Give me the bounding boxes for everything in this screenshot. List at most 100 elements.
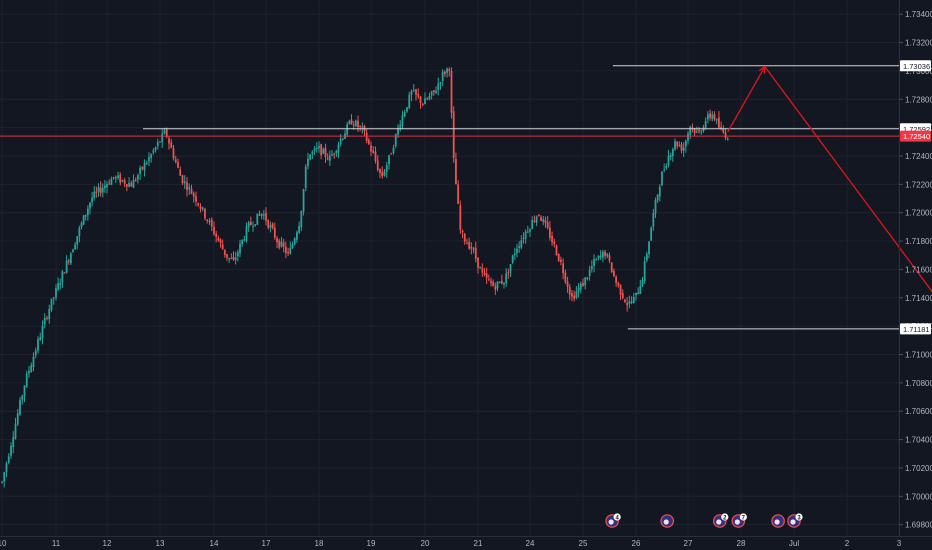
- candle-down: [333, 153, 336, 155]
- candle-down: [379, 169, 381, 174]
- candle-up: [262, 214, 265, 216]
- candle-down: [560, 259, 562, 263]
- candle-down: [217, 238, 220, 241]
- candle-up: [529, 229, 531, 232]
- candle-down: [481, 268, 484, 273]
- time-tick-label: 13: [156, 539, 165, 548]
- candle-down: [713, 114, 716, 120]
- candle-up: [293, 238, 296, 245]
- candle-up: [579, 283, 582, 290]
- candle-up: [148, 157, 150, 162]
- time-axis[interactable]: 10 11 12 13 14 17 18 19 20 21 24 25 26 27 28 Jul 2 3: [0, 536, 932, 549]
- candle-down: [130, 183, 133, 187]
- candle-down: [470, 246, 473, 249]
- candle-up: [19, 399, 21, 415]
- candle-up: [234, 257, 237, 261]
- candle-up: [252, 226, 254, 228]
- candle-down: [691, 127, 694, 129]
- candle-up: [401, 115, 404, 126]
- current-price-tag: [900, 130, 931, 142]
- candle-down: [490, 280, 492, 284]
- candle-down: [119, 174, 122, 183]
- time-tick-label: 25: [579, 539, 588, 548]
- candle-up: [584, 277, 587, 286]
- projection-arrow: [727, 65, 932, 293]
- candle-up: [34, 350, 37, 356]
- candle-down: [540, 217, 542, 221]
- candle-up: [689, 126, 692, 135]
- candle-up: [503, 282, 505, 285]
- candle-up: [704, 121, 707, 128]
- event-count-label: 2: [723, 515, 727, 521]
- candle-down: [63, 272, 66, 274]
- candle-up: [706, 114, 709, 120]
- candle-up: [348, 121, 351, 124]
- candle-up: [16, 413, 19, 425]
- event-count-label: 4: [615, 515, 619, 521]
- candle-up: [595, 259, 598, 261]
- candle-up: [524, 231, 527, 239]
- candle-down: [267, 220, 270, 228]
- candle-down: [557, 253, 560, 261]
- candle-up: [597, 255, 600, 259]
- candle-down: [367, 139, 370, 145]
- candle-up: [446, 68, 448, 73]
- candle-up: [637, 292, 640, 294]
- price-axis[interactable]: 1.734001.732001.730001.728001.726001.724…: [899, 0, 932, 536]
- candle-up: [441, 71, 444, 81]
- candle-down: [99, 187, 102, 193]
- candle-down: [359, 125, 362, 127]
- candle-down: [426, 98, 429, 100]
- candle-up: [632, 296, 635, 303]
- candle-down: [46, 317, 48, 319]
- candle-down: [551, 236, 553, 243]
- price-tick-label: 1.71600: [905, 265, 932, 274]
- candle-down: [624, 299, 626, 302]
- level-price-label: 1.71181: [903, 325, 930, 334]
- event-flag-icon: [608, 519, 614, 525]
- price-tick-label: 1.70200: [905, 464, 932, 473]
- candle-up: [322, 148, 325, 154]
- event-count-badge: [721, 513, 729, 521]
- price-tick-label: 1.71800: [905, 237, 932, 246]
- candle-down: [258, 214, 261, 216]
- candle-up: [522, 238, 525, 240]
- projection-segment: [764, 66, 932, 293]
- candle-down: [177, 161, 179, 168]
- candle-up: [339, 138, 342, 145]
- candle-down: [548, 227, 551, 238]
- candle-down: [223, 249, 226, 255]
- candle-up: [656, 194, 659, 201]
- candle-down: [487, 279, 490, 281]
- candle-up: [307, 158, 309, 167]
- candle-up: [606, 254, 609, 257]
- candle-up: [300, 211, 303, 228]
- candle-down: [67, 260, 70, 262]
- candle-up: [313, 148, 316, 151]
- candle-up: [309, 154, 312, 160]
- level-price-label: 1.73036: [903, 62, 930, 71]
- candle-up: [41, 325, 44, 339]
- candle-down: [555, 245, 558, 256]
- candle-down: [553, 241, 556, 245]
- candle-up: [430, 91, 433, 96]
- candle-up: [236, 252, 239, 257]
- candle-down: [197, 203, 200, 205]
- candle-up: [91, 197, 94, 203]
- candle-up: [341, 138, 344, 140]
- candle-up: [435, 90, 437, 94]
- candle-up: [256, 213, 259, 225]
- candle-up: [25, 373, 28, 387]
- event-count-badge: [613, 513, 621, 521]
- current-price-label: 1.72540: [903, 132, 930, 141]
- candle-up: [535, 216, 538, 223]
- candle-down: [492, 281, 495, 286]
- candle-up: [661, 171, 663, 186]
- candle-up: [30, 365, 33, 373]
- candle-down: [213, 226, 215, 235]
- candle-up: [505, 273, 508, 284]
- candle-up: [57, 283, 60, 290]
- candle-up: [428, 95, 431, 100]
- candle-down: [617, 282, 620, 286]
